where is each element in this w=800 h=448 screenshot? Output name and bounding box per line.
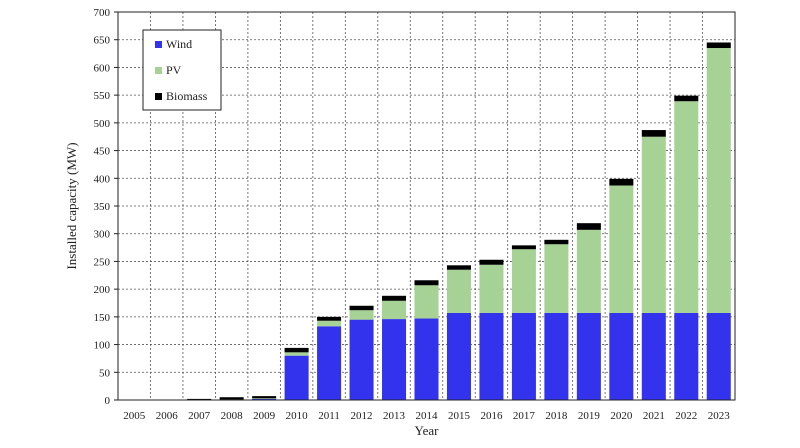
bar-wind-2023 [706, 312, 731, 400]
bar-wind-2017 [511, 312, 536, 400]
bar-wind-2022 [674, 312, 699, 400]
x-tick-label: 2012 [351, 410, 373, 422]
y-tick-label: 400 [94, 173, 111, 185]
bar-pv-2014 [414, 285, 439, 319]
bar-pv-2010 [284, 352, 309, 356]
bar-pv-2012 [349, 310, 374, 320]
x-tick-label: 2021 [643, 410, 665, 422]
y-tick-label: 450 [94, 146, 111, 158]
bar-pv-2015 [446, 269, 471, 313]
bar-biomass-2017 [511, 245, 536, 250]
bar-biomass-2016 [479, 259, 504, 265]
bar-wind-2010 [284, 355, 309, 400]
x-tick-label: 2013 [383, 410, 406, 422]
bar-biomass-2022 [674, 95, 699, 102]
bar-pv-2016 [479, 264, 504, 313]
bar-biomass-2023 [706, 42, 731, 49]
y-tick-label: 650 [94, 35, 111, 47]
bar-pv-2018 [544, 244, 569, 313]
bar-biomass-2012 [349, 305, 374, 311]
x-tick-label: 2022 [675, 410, 697, 422]
x-tick-label: 2020 [610, 410, 633, 422]
x-axis-title: Year [415, 423, 440, 438]
x-tick-label: 2005 [123, 410, 146, 422]
legend: Wind PV Biomass [142, 29, 222, 111]
legend-label-biomass: Biomass [166, 89, 208, 103]
bar-wind-2016 [479, 312, 504, 400]
bar-wind-2009 [252, 398, 277, 400]
bar-wind-2014 [414, 318, 439, 400]
legend-label-wind: Wind [166, 37, 192, 51]
bar-pv-2022 [674, 101, 699, 313]
y-axis-title: Installed capacity (MW) [64, 142, 79, 269]
bar-biomass-2007 [187, 398, 212, 400]
y-tick-label: 250 [94, 256, 111, 268]
x-tick-label: 2006 [156, 410, 179, 422]
y-tick-labels: 0 50 100 150 200 250 300 350 400 450 500 550 600 650 7… [94, 7, 118, 407]
x-tick-label: 2019 [578, 410, 601, 422]
x-tick-label: 2015 [448, 410, 471, 422]
y-tick-label: 550 [94, 90, 111, 102]
bar-pv-2011 [317, 320, 342, 327]
y-tick-label: 200 [94, 284, 111, 296]
bar-wind-2011 [317, 326, 342, 400]
y-tick-label: 600 [94, 62, 111, 74]
y-tick-label: 700 [94, 7, 111, 19]
x-tick-label: 2023 [708, 410, 731, 422]
bar-wind-2020 [609, 312, 634, 400]
bar-biomass-2010 [284, 347, 309, 353]
x-tick-label: 2008 [221, 410, 244, 422]
bar-pv-2017 [511, 249, 536, 313]
x-tick-label: 2018 [545, 410, 568, 422]
y-tick-label: 300 [94, 229, 111, 241]
y-tick-label: 0 [105, 395, 111, 407]
bar-biomass-2021 [641, 130, 666, 137]
y-tick-label: 50 [99, 367, 111, 379]
bar-biomass-2020 [609, 178, 634, 186]
bar-wind-2021 [641, 312, 666, 400]
bar-pv-2013 [382, 300, 407, 320]
y-tick-label: 150 [94, 312, 111, 324]
legend-label-pv: PV [166, 63, 182, 77]
y-tick-label: 500 [94, 118, 111, 130]
bar-pv-2009 [252, 398, 277, 399]
x-tick-label: 2017 [513, 410, 536, 422]
bar-pv-2019 [576, 229, 601, 313]
bar-wind-2018 [544, 312, 569, 400]
bar-biomass-2008 [219, 397, 244, 400]
bar-wind-2012 [349, 319, 374, 400]
legend-swatch-pv [155, 67, 162, 74]
bar-pv-2021 [641, 136, 666, 313]
bar-biomass-2015 [446, 265, 471, 270]
bar-pv-2023 [706, 48, 731, 313]
x-tick-labels: 2005 2006 2007 2008 2009 2010 2011 2012 2013 2014… [123, 410, 730, 422]
legend-swatch-wind [155, 41, 162, 48]
x-tick-label: 2009 [253, 410, 276, 422]
x-tick-label: 2014 [416, 410, 439, 422]
bar-wind-2019 [576, 312, 601, 400]
x-tick-label: 2016 [480, 410, 503, 422]
bar-biomass-2011 [317, 316, 342, 321]
x-tick-label: 2011 [318, 410, 340, 422]
y-tick-label: 350 [94, 201, 111, 213]
bars [187, 42, 731, 400]
x-tick-label: 2010 [286, 410, 309, 422]
bar-biomass-2009 [252, 396, 277, 399]
bar-wind-2013 [382, 319, 407, 400]
bar-wind-2015 [446, 312, 471, 400]
bar-biomass-2014 [414, 280, 439, 286]
bar-biomass-2013 [382, 295, 407, 301]
bar-biomass-2018 [544, 239, 569, 245]
y-tick-label: 100 [94, 340, 111, 352]
legend-swatch-biomass [155, 93, 162, 100]
bar-pv-2020 [609, 185, 634, 313]
bar-biomass-2019 [576, 223, 601, 230]
x-tick-label: 2007 [188, 410, 211, 422]
